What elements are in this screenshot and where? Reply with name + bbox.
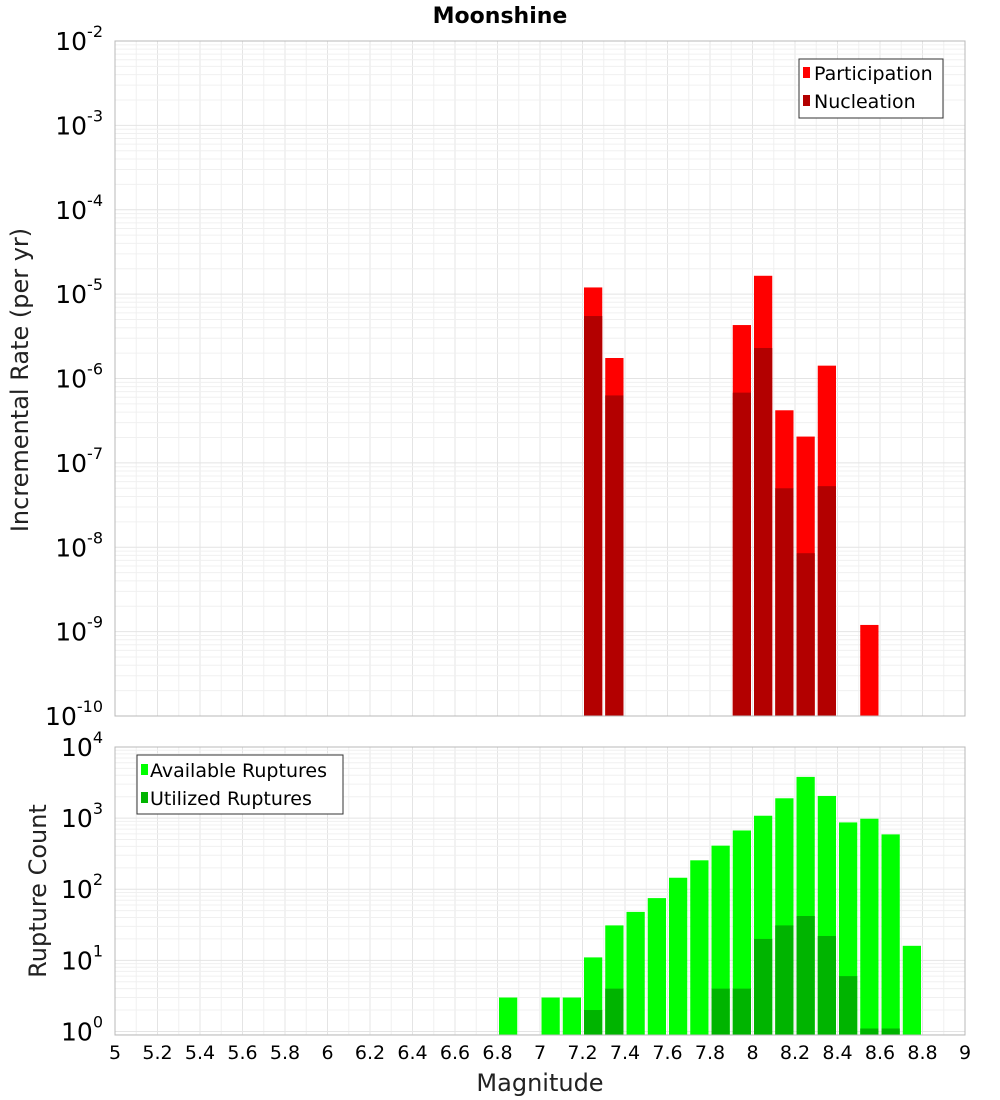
count-y-ticks: 100 101 102 103 104 [61, 728, 103, 1046]
count-bars [499, 776, 921, 1035]
count-plot-frame [114, 746, 966, 1036]
utilized-bar [796, 916, 815, 1035]
count-legend-box [136, 754, 344, 815]
x-tick-label: 8.6 [865, 1042, 895, 1064]
x-tick-label: 5.4 [185, 1042, 215, 1064]
rate-legend: Participation Nucleation [798, 58, 944, 119]
utilized-bar [839, 976, 858, 1035]
x-tick-label: 6 [321, 1042, 333, 1064]
utilized-bar [732, 988, 751, 1035]
count-y-axis-label: Rupture Count [24, 804, 52, 978]
rate-y-tick-label: 10-4 [55, 191, 103, 225]
x-tick-label: 7.6 [652, 1042, 682, 1064]
count-y-tick-label: 104 [61, 728, 103, 762]
nucleation-bar [817, 486, 836, 716]
x-tick-label: 9 [959, 1042, 971, 1064]
nucleation-bar [584, 316, 603, 716]
utilized-legend-swatch [141, 792, 148, 803]
x-tick-label: 7.2 [567, 1042, 597, 1064]
nucleation-legend-label: Nucleation [814, 91, 916, 113]
available-bar [711, 845, 730, 1035]
x-tick-label: 5.8 [270, 1042, 300, 1064]
rate-y-tick-label: 10-5 [55, 275, 103, 309]
available-legend-swatch [141, 764, 148, 775]
available-bar [562, 997, 581, 1035]
available-bar [499, 997, 518, 1035]
x-tick-label: 5.6 [227, 1042, 257, 1064]
rate-y-axis-label: Incremental Rate (per yr) [6, 228, 34, 532]
count-y-tick-label: 102 [61, 870, 103, 904]
rate-y-tick-label: 10-10 [45, 697, 103, 731]
available-bar [647, 898, 666, 1035]
utilized-legend-label: Utilized Ruptures [150, 788, 312, 810]
utilized-bar [711, 988, 730, 1035]
rate-y-ticks: 10-10 10-9 10-8 10-7 10-6 10-5 10-4 10-3 10-2 [45, 22, 103, 731]
x-tick-label: 8.4 [822, 1042, 852, 1064]
x-tick-label: 7.4 [610, 1042, 640, 1064]
nucleation-bar [732, 392, 751, 716]
available-bar [881, 834, 900, 1035]
participation-legend-swatch [803, 67, 810, 78]
x-tick-label: 8.8 [907, 1042, 937, 1064]
x-axis-label: Magnitude [476, 1069, 603, 1097]
count-y-tick-label: 100 [61, 1012, 103, 1046]
x-ticks: 5 5.2 5.4 5.6 5.8 6 6.2 6.4 6.6 6.8 7 7.2 7.4 7.6 7.8 8… [109, 1042, 971, 1064]
x-tick-label: 6.4 [397, 1042, 427, 1064]
rate-y-tick-label: 10-6 [55, 360, 103, 394]
nucleation-bar [796, 553, 815, 716]
x-tick-label: 6.2 [355, 1042, 385, 1064]
rate-bars [584, 275, 879, 716]
chart-title: Moonshine [433, 4, 568, 29]
rate-plot-frame [114, 40, 966, 717]
available-bar [690, 860, 709, 1035]
x-tick-label: 5 [109, 1042, 121, 1064]
utilized-bar [860, 1028, 879, 1035]
available-bar [669, 877, 688, 1035]
available-bar [902, 945, 921, 1035]
rate-grid [114, 40, 966, 717]
available-legend-label: Available Ruptures [150, 760, 327, 782]
count-y-tick-label: 101 [61, 941, 103, 975]
rate-legend-box [798, 58, 944, 119]
x-tick-label: 6.8 [482, 1042, 512, 1064]
count-y-tick-label: 103 [61, 799, 103, 833]
rate-panel: 10-10 10-9 10-8 10-7 10-6 10-5 10-4 10-3 10-2 In… [6, 22, 966, 731]
available-bar [732, 830, 751, 1035]
rate-y-tick-label: 10-2 [55, 22, 103, 56]
nucleation-bar [754, 347, 773, 716]
x-tick-label: 8 [746, 1042, 758, 1064]
available-bar [541, 997, 560, 1035]
count-legend: Available Ruptures Utilized Ruptures [136, 754, 344, 815]
x-tick-label: 7.8 [695, 1042, 725, 1064]
utilized-bar [881, 1028, 900, 1035]
utilized-bar [817, 935, 836, 1035]
rate-y-tick-label: 10-7 [55, 444, 103, 478]
nucleation-bar [775, 488, 794, 716]
rate-y-tick-label: 10-3 [55, 106, 103, 140]
available-bar [626, 911, 645, 1035]
nucleation-legend-swatch [803, 95, 810, 106]
rate-y-tick-label: 10-8 [55, 528, 103, 562]
utilized-bar [754, 938, 773, 1035]
x-tick-label: 6.6 [440, 1042, 470, 1064]
utilized-bar [584, 1010, 603, 1035]
nucleation-bar [605, 395, 624, 716]
participation-legend-label: Participation [814, 63, 933, 85]
available-bar [860, 818, 879, 1035]
rate-y-tick-label: 10-9 [55, 613, 103, 647]
x-tick-label: 7 [534, 1042, 546, 1064]
count-panel: 100 101 102 103 104 Rupture Count Available … [24, 728, 966, 1046]
participation-bar [860, 624, 879, 716]
x-tick-label: 5.2 [142, 1042, 172, 1064]
utilized-bar [605, 988, 624, 1035]
x-tick-label: 8.2 [780, 1042, 810, 1064]
utilized-bar [775, 925, 794, 1035]
